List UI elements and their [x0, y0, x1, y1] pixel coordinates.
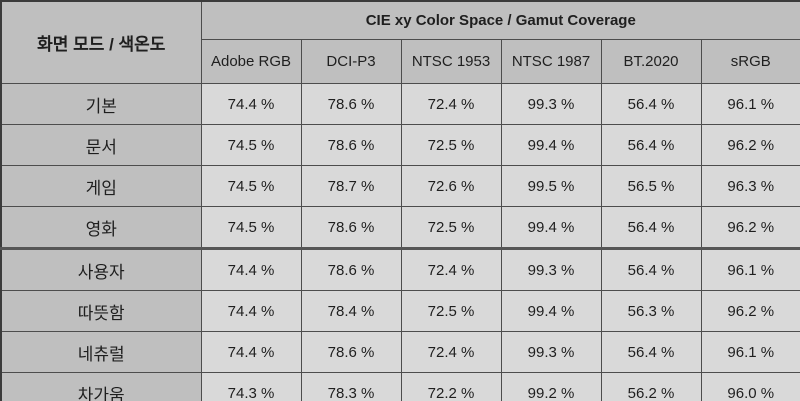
column-header-dci-p3: DCI-P3	[300, 39, 402, 84]
row-label: 따뜻함	[0, 290, 202, 332]
table-cell: 74.5 %	[200, 165, 302, 207]
table-cell: 96.2 %	[700, 290, 800, 332]
row-label: 영화	[0, 206, 202, 249]
column-header-adobe-rgb: Adobe RGB	[200, 39, 302, 84]
row-label: 사용자	[0, 247, 202, 291]
table-title: CIE xy Color Space / Gamut Coverage	[200, 0, 800, 40]
table-cell: 96.2 %	[700, 124, 800, 166]
column-header-bt2020: BT.2020	[600, 39, 702, 84]
table-row-nechyureol: 네츄럴 74.4 % 78.6 % 72.4 % 99.3 % 56.4 % 9…	[0, 331, 800, 373]
table-row-geim: 게임 74.5 % 78.7 % 72.6 % 99.5 % 56.5 % 96…	[0, 165, 800, 207]
table-cell: 78.6 %	[300, 331, 402, 373]
table-cell: 56.5 %	[600, 165, 702, 207]
table-cell: 74.5 %	[200, 206, 302, 249]
table-cell: 72.5 %	[400, 124, 502, 166]
table-cell: 99.4 %	[500, 124, 602, 166]
table-cell: 99.4 %	[500, 206, 602, 249]
table-cell: 99.2 %	[500, 372, 602, 401]
table-cell: 56.3 %	[600, 290, 702, 332]
table-cell: 78.6 %	[300, 206, 402, 249]
table-cell: 72.5 %	[400, 290, 502, 332]
table-cell: 78.3 %	[300, 372, 402, 401]
column-header-srgb: sRGB	[700, 39, 800, 84]
table-cell: 72.4 %	[400, 83, 502, 125]
table-cell: 72.2 %	[400, 372, 502, 401]
table-cell: 99.3 %	[500, 331, 602, 373]
table-cell: 96.1 %	[700, 331, 800, 373]
table-row-yeonghwa: 영화 74.5 % 78.6 % 72.5 % 99.4 % 56.4 % 96…	[0, 206, 800, 249]
table-row-gibon: 기본 74.4 % 78.6 % 72.4 % 99.3 % 56.4 % 96…	[0, 83, 800, 125]
row-label: 네츄럴	[0, 331, 202, 373]
table-cell: 78.7 %	[300, 165, 402, 207]
table-cell: 56.2 %	[600, 372, 702, 401]
table-cell: 96.0 %	[700, 372, 800, 401]
table-cell: 78.6 %	[300, 83, 402, 125]
table-cell: 99.4 %	[500, 290, 602, 332]
table-row-munseo: 문서 74.5 % 78.6 % 72.5 % 99.4 % 56.4 % 96…	[0, 124, 800, 166]
table-row-chagaum: 차가움 74.3 % 78.3 % 72.2 % 99.2 % 56.2 % 9…	[0, 372, 800, 401]
table-cell: 99.5 %	[500, 165, 602, 207]
table-cell: 56.4 %	[600, 247, 702, 291]
table-cell: 74.4 %	[200, 331, 302, 373]
column-header-ntsc-1987: NTSC 1987	[500, 39, 602, 84]
table-cell: 56.4 %	[600, 83, 702, 125]
column-header-row: Adobe RGB DCI-P3 NTSC 1953 NTSC 1987 BT.…	[1, 39, 800, 84]
table-cell: 78.6 %	[300, 124, 402, 166]
row-label: 문서	[0, 124, 202, 166]
row-label: 차가움	[0, 372, 202, 401]
column-header-ntsc-1953: NTSC 1953	[400, 39, 502, 84]
table-cell: 78.4 %	[300, 290, 402, 332]
table-cell: 74.4 %	[200, 247, 302, 291]
table-cell: 74.5 %	[200, 124, 302, 166]
table-cell: 56.4 %	[600, 331, 702, 373]
row-header-title: 화면 모드 / 색온도	[0, 0, 202, 84]
table-cell: 74.3 %	[200, 372, 302, 401]
table-cell: 56.4 %	[600, 124, 702, 166]
table-cell: 56.4 %	[600, 206, 702, 249]
row-label: 게임	[0, 165, 202, 207]
table-cell: 72.5 %	[400, 206, 502, 249]
table-cell: 96.1 %	[700, 83, 800, 125]
table-cell: 96.3 %	[700, 165, 800, 207]
row-label: 기본	[0, 83, 202, 125]
table-cell: 99.3 %	[500, 247, 602, 291]
table-cell: 72.6 %	[400, 165, 502, 207]
table-cell: 74.4 %	[200, 83, 302, 125]
table-cell: 72.4 %	[400, 247, 502, 291]
table-cell: 96.2 %	[700, 206, 800, 249]
table-cell: 96.1 %	[700, 247, 800, 291]
group-header-row: 화면 모드 / 색온도 CIE xy Color Space / Gamut C…	[0, 0, 800, 84]
table-cell: 78.6 %	[300, 247, 402, 291]
table-cell: 74.4 %	[200, 290, 302, 332]
table-row-ttatteutham: 따뜻함 74.4 % 78.4 % 72.5 % 99.4 % 56.3 % 9…	[0, 290, 800, 332]
table-cell: 99.3 %	[500, 83, 602, 125]
table-row-sayongja: 사용자 74.4 % 78.6 % 72.4 % 99.3 % 56.4 % 9…	[0, 247, 800, 291]
table-cell: 72.4 %	[400, 331, 502, 373]
